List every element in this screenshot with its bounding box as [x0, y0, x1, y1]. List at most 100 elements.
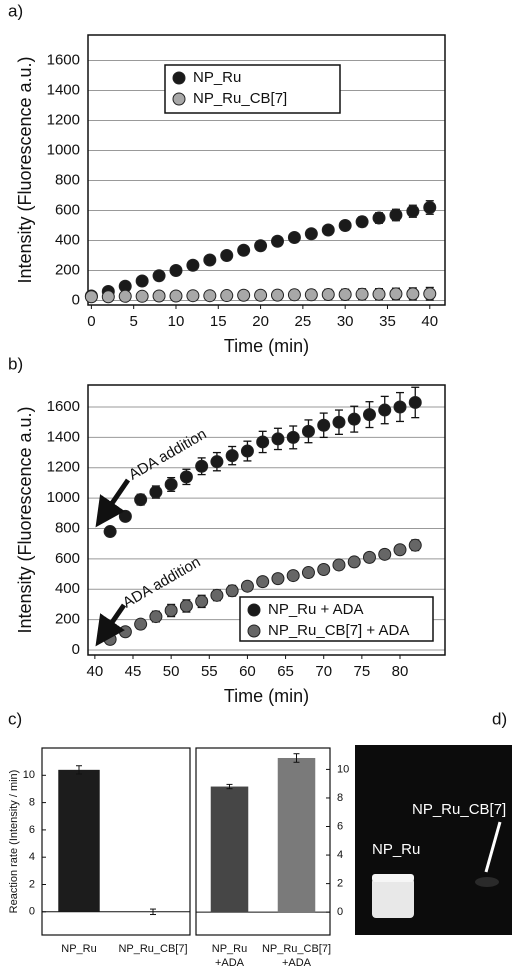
panel-label: a)	[8, 1, 23, 20]
x-tick-label: 70	[315, 663, 332, 680]
x-tick-label: 35	[379, 313, 396, 330]
point	[238, 289, 250, 301]
point	[136, 290, 148, 302]
point	[257, 436, 269, 448]
y-tick-label: 200	[55, 611, 80, 628]
legend-marker	[248, 604, 260, 616]
y-tick-label: 400	[55, 580, 80, 597]
point	[318, 419, 330, 431]
x-tick-label: 25	[295, 313, 312, 330]
point	[187, 290, 199, 302]
point	[379, 404, 391, 416]
point	[394, 544, 406, 556]
point	[104, 526, 116, 538]
point	[356, 288, 368, 300]
y-tick-label: 8	[29, 797, 35, 809]
y-axis-label: Intensity (Fluorescence a.u.)	[15, 406, 35, 633]
point	[394, 401, 406, 413]
y-tick-label: 800	[55, 171, 80, 188]
point	[211, 456, 223, 468]
x-tick-label: 80	[392, 663, 409, 680]
photo-label: NP_Ru	[372, 841, 420, 858]
y-tick-label: 2	[337, 878, 343, 890]
y-tick-label: 1200	[47, 111, 80, 128]
y-tick-label: 6	[337, 820, 343, 832]
point	[322, 289, 334, 301]
point	[226, 585, 238, 597]
point	[221, 290, 233, 302]
y-tick-label: 2	[29, 878, 35, 890]
y-axis-label: Reaction rate (Intensity / min)	[8, 770, 20, 914]
legend-marker	[173, 93, 185, 105]
point	[136, 275, 148, 287]
legend-label: NP_Ru	[193, 69, 241, 86]
label-line: NP_Ru	[61, 943, 96, 955]
point	[153, 290, 165, 302]
point	[180, 471, 192, 483]
point	[302, 425, 314, 437]
point	[153, 270, 165, 282]
y-tick-label: 1000	[47, 489, 80, 506]
point	[180, 600, 192, 612]
point	[363, 551, 375, 563]
x-tick-label: 40	[421, 313, 438, 330]
label-line: NP_Ru_CB[7]	[118, 943, 187, 955]
point	[356, 216, 368, 228]
y-tick-label: 200	[55, 261, 80, 278]
point	[150, 486, 162, 498]
point	[85, 291, 97, 303]
point	[150, 611, 162, 623]
point	[318, 564, 330, 576]
x-tick-label: NP_Ru_CB[7]	[118, 943, 187, 955]
x-tick-label: 0	[87, 313, 95, 330]
y-tick-label: 600	[55, 550, 80, 567]
vial-top	[372, 874, 414, 882]
point	[204, 290, 216, 302]
y-tick-label: 0	[29, 906, 35, 918]
y-tick-label: 6	[29, 824, 35, 836]
point	[119, 290, 131, 302]
point	[407, 288, 419, 300]
point	[305, 228, 317, 240]
label-line: +ADA	[215, 957, 245, 969]
panel-label: b)	[8, 354, 23, 373]
x-tick-label: NP_Ru+ADA	[212, 943, 247, 969]
point	[241, 445, 253, 457]
y-tick-label: 0	[337, 906, 343, 918]
point	[238, 244, 250, 256]
point	[288, 232, 300, 244]
panel-label: c)	[8, 709, 22, 728]
point	[211, 589, 223, 601]
point	[373, 288, 385, 300]
x-tick-label: 60	[239, 663, 256, 680]
point	[241, 580, 253, 592]
point	[287, 570, 299, 582]
x-tick-label: NP_Ru	[61, 943, 96, 955]
point	[102, 291, 114, 303]
x-axis-label: Time (min)	[224, 686, 309, 706]
point	[119, 626, 131, 638]
y-tick-label: 4	[337, 849, 343, 861]
legend-label: NP_Ru_CB[7]	[193, 90, 287, 107]
point	[221, 250, 233, 262]
point	[170, 290, 182, 302]
y-tick-label: 0	[72, 291, 80, 308]
point	[271, 289, 283, 301]
bar	[211, 787, 249, 913]
point	[424, 202, 436, 214]
y-tick-label: 400	[55, 231, 80, 248]
point	[135, 618, 147, 630]
point	[272, 433, 284, 445]
x-tick-label: 40	[87, 663, 104, 680]
point	[348, 556, 360, 568]
bar	[278, 758, 316, 912]
photo-label: NP_Ru_CB[7]	[412, 801, 506, 818]
point	[271, 235, 283, 247]
point	[287, 431, 299, 443]
point	[196, 460, 208, 472]
point	[424, 288, 436, 300]
y-tick-label: 10	[337, 763, 349, 775]
point	[170, 265, 182, 277]
y-tick-label: 1400	[47, 428, 80, 445]
